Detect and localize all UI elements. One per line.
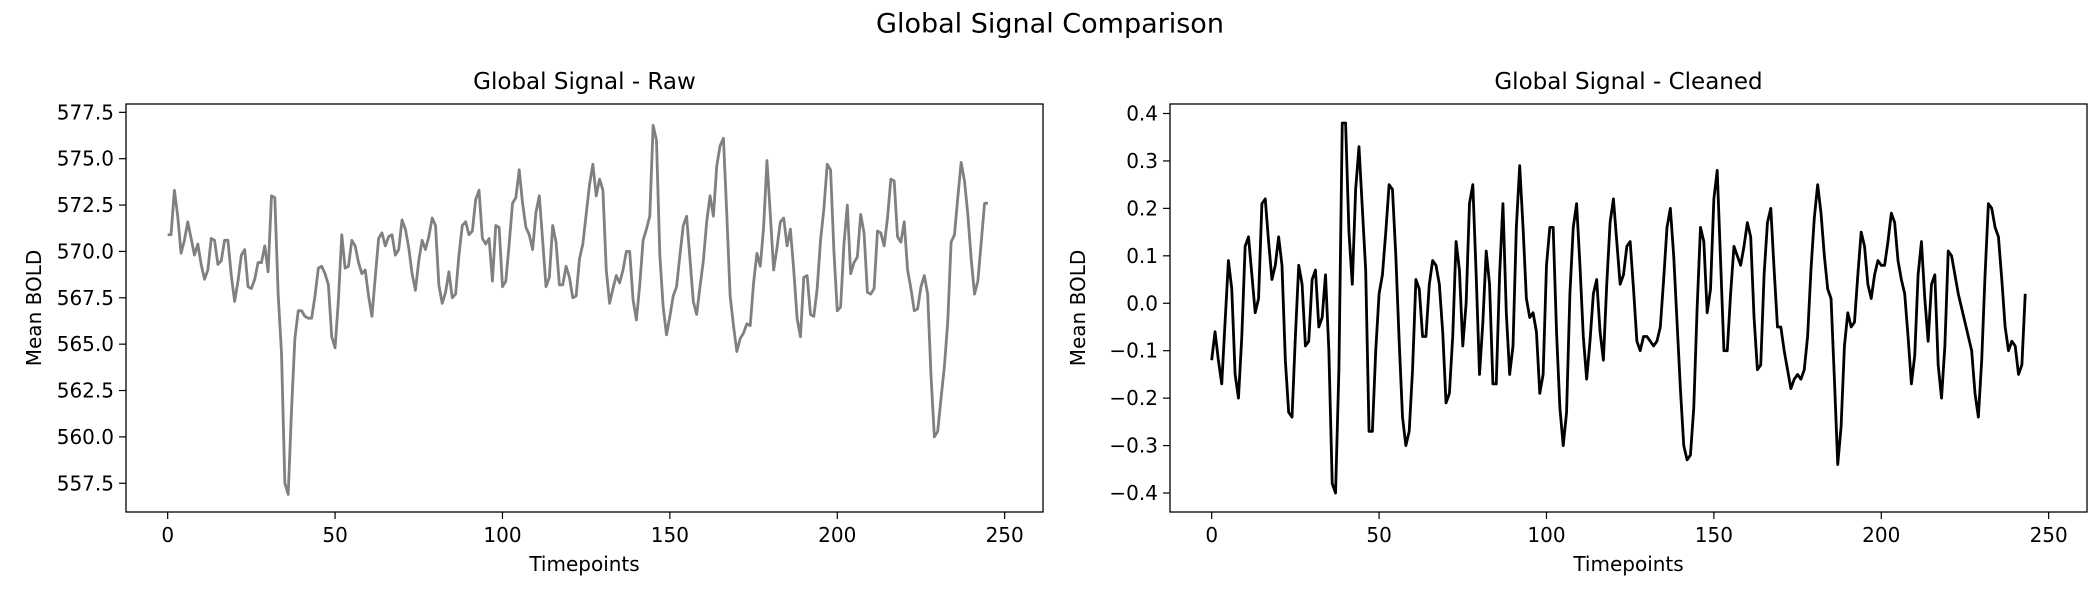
chart-0-x-tick-label-4: 200 <box>818 523 856 547</box>
chart-0-x-tick-label-5: 250 <box>986 523 1024 547</box>
chart-1-x-tick-label-5: 250 <box>2030 523 2068 547</box>
chart-0-x-tick-label-0: 0 <box>161 523 174 547</box>
chart-1-plot-frame <box>1169 103 2088 513</box>
chart-1-series-0-line <box>1210 121 2027 495</box>
chart-0-x-tick-label-3: 150 <box>651 523 689 547</box>
chart-1-y-tick-label-6: 0.2 <box>1126 196 1158 220</box>
chart-0-series-0-line <box>167 123 988 496</box>
chart-1-title: Global Signal - Cleaned <box>1494 69 1762 95</box>
chart-1-y-tick-label-7: 0.3 <box>1126 149 1158 173</box>
chart-0-x-tick-label-1: 50 <box>322 523 347 547</box>
chart-0-y-tick-label-7: 575.0 <box>57 147 114 171</box>
chart-0-x-axis-label: Timepoints <box>528 552 639 576</box>
chart-1-y-tick-label-5: 0.1 <box>1126 244 1158 268</box>
chart-0-x-tick-label-2: 100 <box>483 523 521 547</box>
figure-title: Global Signal Comparison <box>876 9 1224 40</box>
chart-1-y-tick-label-3: −0.1 <box>1109 339 1158 363</box>
chart-1-y-tick-label-2: −0.2 <box>1109 386 1158 410</box>
chart-1-x-tick-label-2: 100 <box>1527 523 1565 547</box>
chart-1-x-tick-label-3: 150 <box>1695 523 1733 547</box>
chart-1-x-axis-label: Timepoints <box>1572 552 1683 576</box>
chart-0-y-tick-label-2: 562.5 <box>57 379 114 403</box>
chart-1-x-tick-label-0: 0 <box>1205 523 1218 547</box>
cleaned-signal-panel: Global Signal - Cleaned 0 50 100 150 200 250 −0… <box>1066 69 2088 576</box>
chart-0-y-tick-label-6: 572.5 <box>57 193 114 217</box>
chart-0-y-axis-label: Mean BOLD <box>22 250 46 367</box>
chart-1-x-tick-label-1: 50 <box>1366 523 1391 547</box>
chart-0-y-tick-label-1: 560.0 <box>57 425 114 449</box>
chart-1-y-tick-label-1: −0.3 <box>1109 434 1158 458</box>
chart-0-plot-frame <box>125 103 1044 513</box>
chart-1-y-tick-label-0: −0.4 <box>1109 481 1158 505</box>
chart-0-y-tick-label-4: 567.5 <box>57 286 114 310</box>
chart-0-y-tick-label-8: 577.5 <box>57 100 114 124</box>
chart-0-title: Global Signal - Raw <box>473 69 696 95</box>
chart-0-y-tick-label-3: 565.0 <box>57 332 114 356</box>
raw-signal-panel: Global Signal - Raw 0 50 100 150 200 250 557.5 5… <box>22 69 1044 576</box>
chart-0-y-tick-label-0: 557.5 <box>57 471 114 495</box>
chart-1-y-tick-label-4: 0.0 <box>1126 291 1158 315</box>
chart-1-x-tick-label-4: 200 <box>1862 523 1900 547</box>
chart-1-y-axis-label: Mean BOLD <box>1066 250 1090 367</box>
chart-1-y-tick-label-8: 0.4 <box>1126 101 1158 125</box>
chart-0-y-tick-label-5: 570.0 <box>57 239 114 263</box>
